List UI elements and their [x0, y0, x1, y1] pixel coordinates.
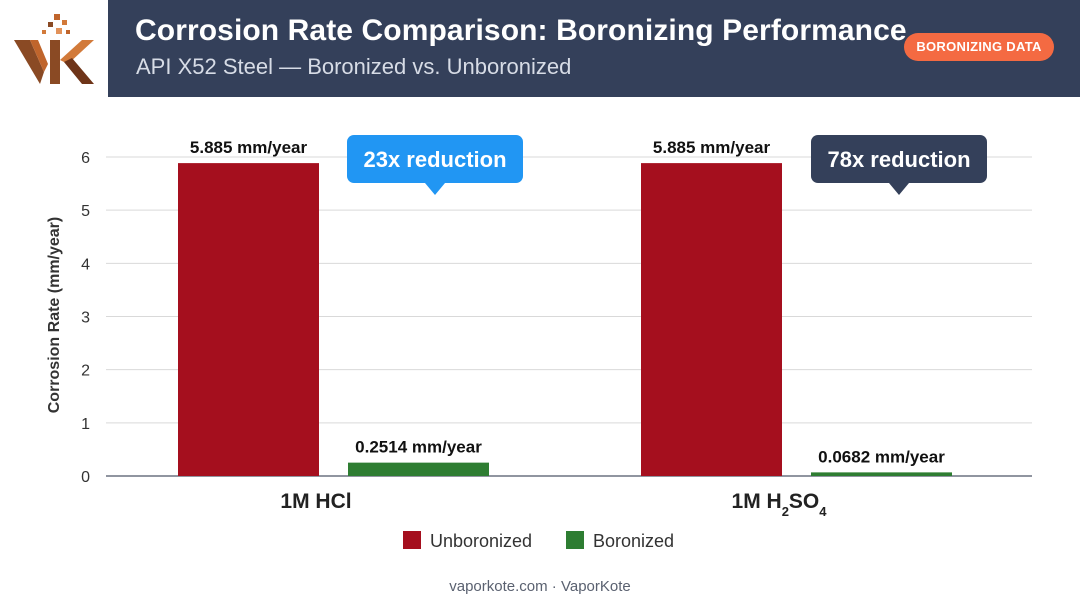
y-tick-label: 6: [81, 150, 90, 167]
y-tick-label: 3: [81, 310, 90, 327]
legend-boronized-swatch: [566, 531, 584, 549]
logo-text: VK: [10, 10, 12, 11]
vaporkote-logo: VK: [10, 10, 94, 84]
category-label: 1M HCl: [280, 490, 351, 513]
page-title: Corrosion Rate Comparison: Boronizing Pe…: [135, 14, 907, 47]
callout-text: 23x reduction: [363, 147, 506, 172]
data-label: 0.2514 mm/year: [355, 438, 482, 457]
boronizing-data-badge: BORONIZING DATA: [904, 33, 1054, 61]
legend-unboronized-label: Unboronized: [430, 531, 532, 551]
corrosion-bar-chart: 0 1 2 3 4 5 6 Corrosion Rate (mm/year) 5.885 mm/…: [46, 135, 1032, 551]
y-tick-label: 1: [81, 416, 90, 433]
page-subtitle: API X52 Steel — Boronized vs. Unboronize…: [136, 54, 572, 79]
bar-boronized: [348, 462, 489, 476]
callout-box: [811, 135, 987, 183]
bar-unboronized: [178, 163, 319, 476]
callout-box: [347, 135, 523, 183]
y-tick-label: 5: [81, 203, 90, 220]
bar-boronized: [811, 472, 952, 476]
data-label: 5.885 mm/year: [190, 138, 308, 157]
bar-unboronized: [641, 163, 782, 476]
y-tick-label: 0: [81, 469, 90, 486]
callout-text: 78x reduction: [827, 147, 970, 172]
data-label: 5.885 mm/year: [653, 138, 771, 157]
y-tick-label: 4: [81, 256, 90, 273]
y-tick-label: 2: [81, 363, 90, 380]
category-label: 1M H2SO4: [732, 490, 828, 519]
y-axis-label: Corrosion Rate (mm/year): [46, 217, 63, 414]
data-label: 0.0682 mm/year: [818, 447, 945, 466]
callout-pointer: [425, 183, 445, 195]
header: VK Corrosion Rate Comparison: Boronizing…: [0, 0, 1080, 97]
legend-unboronized-swatch: [403, 531, 421, 549]
footer-credit: vaporkote.com · VaporKote: [449, 578, 631, 595]
callout-pointer: [889, 183, 909, 195]
legend-boronized-label: Boronized: [593, 531, 674, 551]
